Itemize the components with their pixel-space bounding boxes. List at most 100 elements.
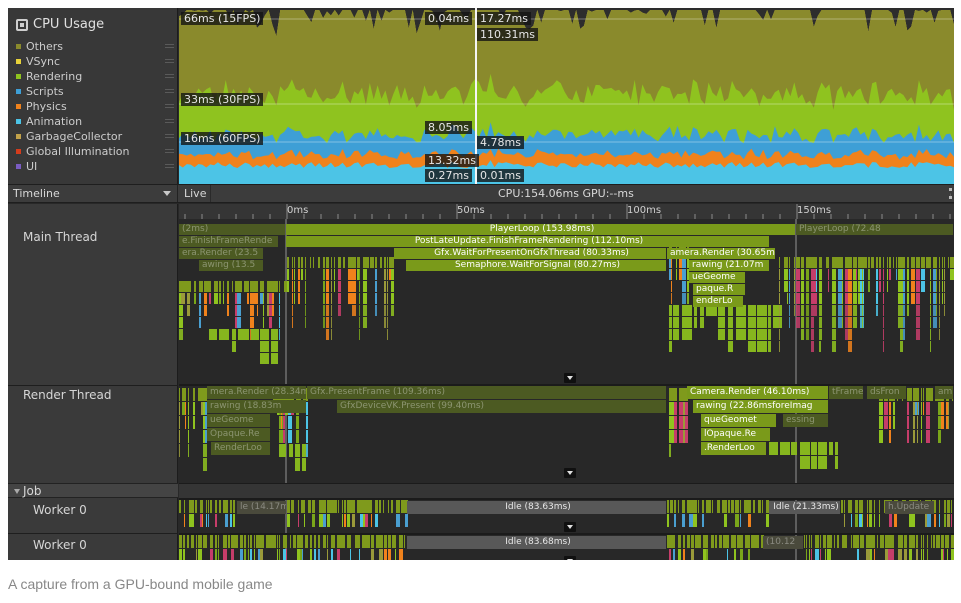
sample-bar[interactable] [879,430,883,443]
sample-bar[interactable] [909,549,912,560]
sample-bar[interactable] [821,329,822,340]
sample-bar[interactable] [951,514,952,527]
sample-bar[interactable] [687,281,689,292]
sample-bar[interactable] [376,535,380,548]
sample-bar[interactable] [814,293,817,304]
time-ruler[interactable]: 0ms 50ms 100ms 150ms [179,204,954,219]
sample-bar[interactable] [735,514,739,527]
sample-bar[interactable] [936,269,937,280]
sample-bar[interactable] [667,514,669,527]
main-deep-sample[interactable] [757,329,767,340]
sample-bar[interactable] [271,535,274,548]
main-thread-sample[interactable]: enderLo [693,296,743,307]
sample-bar[interactable] [801,293,804,304]
render-deep-sample[interactable] [835,456,838,469]
render-thread-sample[interactable]: queGeomet [701,414,776,427]
sample-bar[interactable] [683,535,685,548]
sample-bar[interactable] [951,549,954,560]
sample-bar[interactable] [871,257,874,268]
sample-bar[interactable] [384,549,387,560]
sample-bar[interactable] [936,535,940,548]
sample-bar[interactable] [676,257,677,268]
sample-bar[interactable] [939,293,940,304]
sample-bar[interactable] [883,341,884,352]
sample-bar[interactable] [874,549,875,560]
sample-bar[interactable] [395,549,396,560]
sample-bar[interactable] [248,549,249,560]
sample-bar[interactable] [669,416,671,429]
main-deep-sample[interactable] [768,317,771,328]
main-deep-sample[interactable] [768,329,771,340]
sample-bar[interactable] [885,549,888,560]
sample-bar[interactable] [809,535,810,548]
sample-bar[interactable] [740,549,743,560]
sample-bar[interactable] [375,305,377,316]
sample-bar[interactable] [691,535,694,548]
drag-handle-icon[interactable] [165,149,174,153]
sample-bar[interactable] [359,281,360,292]
sample-bar[interactable] [685,416,688,429]
sample-bar[interactable] [678,535,681,548]
sample-bar[interactable] [391,281,394,292]
sample-bar[interactable] [669,402,671,415]
sample-bar[interactable] [204,305,207,316]
sample-bar[interactable] [706,535,708,548]
sample-bar[interactable] [867,500,868,513]
sample-bar[interactable] [838,257,842,268]
sample-bar[interactable] [893,257,894,268]
sample-bar[interactable] [198,549,202,560]
sample-bar[interactable] [292,281,293,292]
expand-triangle-icon[interactable] [14,489,20,494]
sample-bar[interactable] [874,500,875,513]
sample-bar[interactable] [262,535,264,548]
sample-bar[interactable] [811,281,814,292]
sample-bar[interactable] [845,269,848,280]
sample-bar[interactable] [784,269,788,280]
sample-bar[interactable] [379,549,383,560]
sample-bar[interactable] [189,514,192,527]
sample-bar[interactable] [292,293,293,304]
sample-bar[interactable] [683,402,685,415]
legend-item-animation[interactable]: Animation [14,114,174,129]
sample-bar[interactable] [737,535,741,548]
sample-bar[interactable] [338,269,341,280]
sample-bar[interactable] [876,305,878,316]
sample-bar[interactable] [301,257,303,268]
sample-bar[interactable] [698,535,701,548]
sample-bar[interactable] [838,305,842,316]
sample-bar[interactable] [368,500,371,513]
sample-bar[interactable] [314,549,316,560]
sample-bar[interactable] [787,257,788,268]
sample-bar[interactable] [947,535,948,548]
sample-bar[interactable] [907,305,909,316]
sample-bar[interactable] [279,317,280,328]
sample-bar[interactable] [779,329,780,340]
render-thread-sample[interactable]: RenderLoo [211,442,270,455]
main-deep-sample[interactable] [271,341,278,352]
sample-bar[interactable] [240,549,243,560]
sample-bar[interactable] [879,416,883,429]
sample-bar[interactable] [287,257,289,268]
sample-bar[interactable] [359,257,360,268]
sample-bar[interactable] [794,281,795,292]
sample-bar[interactable] [669,549,671,560]
sample-bar[interactable] [835,257,839,268]
sample-bar[interactable] [286,535,287,548]
sample-bar[interactable] [926,402,930,415]
main-deep-sample[interactable] [694,317,697,328]
sample-bar[interactable] [227,293,229,304]
sample-bar[interactable] [371,549,374,560]
sample-bar[interactable] [214,281,218,292]
sample-bar[interactable] [279,329,280,340]
sample-bar[interactable] [291,500,294,513]
sample-bar[interactable] [900,305,903,316]
sample-bar[interactable] [827,535,831,548]
sample-bar[interactable] [306,444,308,457]
sample-bar[interactable] [883,305,884,316]
sample-bar[interactable] [853,257,857,268]
sample-bar[interactable] [288,430,292,443]
sample-bar[interactable] [331,549,333,560]
sample-bar[interactable] [257,293,258,304]
sample-bar[interactable] [876,257,878,268]
sample-bar[interactable] [219,281,221,292]
